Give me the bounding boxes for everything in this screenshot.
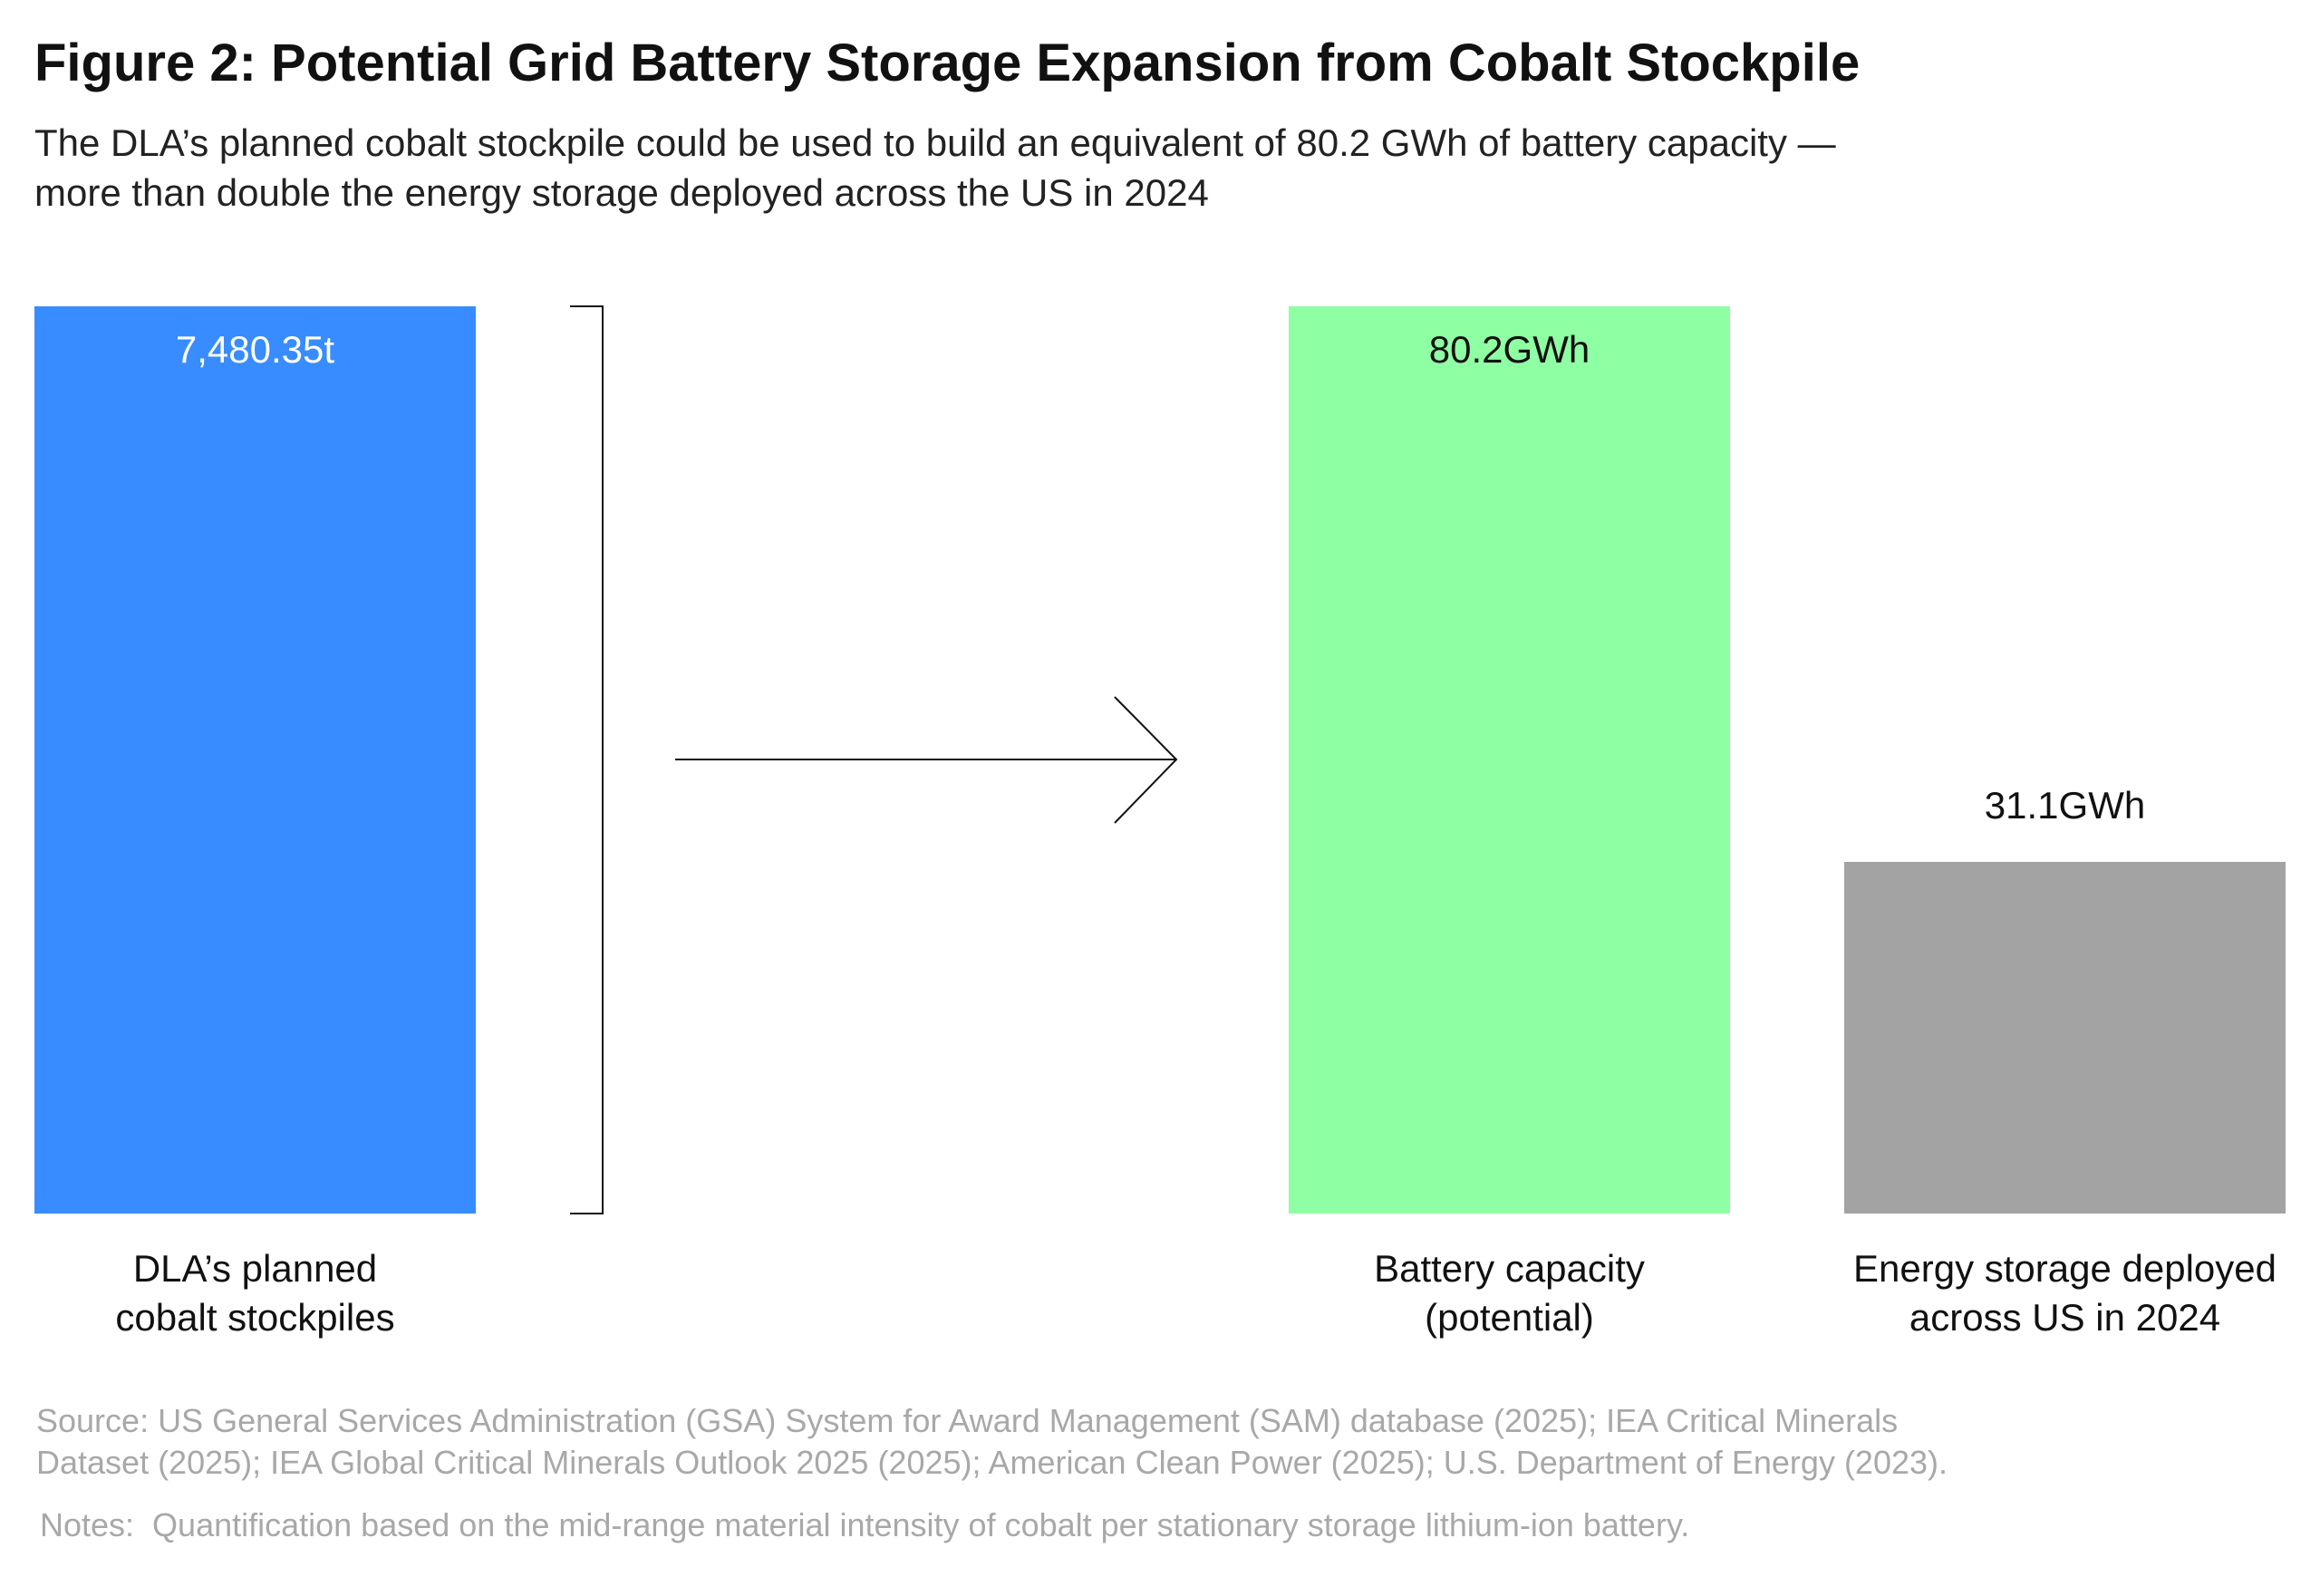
category-label: Energy storage deployed across US in 202…	[1853, 1247, 2276, 1339]
subtitle: The DLA’s planned cobalt stockpile could…	[34, 121, 1836, 214]
category-label: DLA’s planned cobalt stockpiles	[115, 1247, 395, 1339]
value-label: 31.1GWh	[1984, 783, 2146, 827]
arrow-head	[1114, 696, 1178, 824]
bracket	[570, 305, 604, 1214]
value-label: 80.2GWh	[1428, 328, 1590, 371]
value-label: 7,480.35t	[175, 328, 335, 371]
title: Figure 2: Potential Grid Battery Storage…	[34, 34, 1861, 92]
category-label: Battery capacity (potential)	[1374, 1247, 1645, 1339]
notes: Notes: Quantification based on the mid-r…	[40, 1506, 1690, 1543]
bar	[1289, 306, 1730, 1214]
bar	[1844, 861, 2286, 1214]
bar	[34, 306, 476, 1214]
source: Source: US General Services Administrati…	[36, 1402, 1948, 1481]
